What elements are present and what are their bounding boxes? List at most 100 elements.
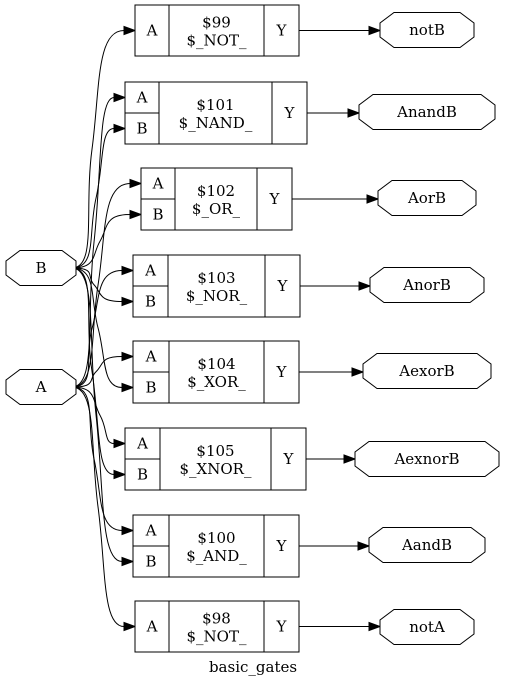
wire-a-to-103 — [71, 270, 123, 388]
cell-id: $99 — [202, 14, 231, 32]
output-port-shape — [368, 527, 486, 563]
wire-b-to-100 — [71, 267, 123, 562]
out-pin-label: Y — [276, 363, 288, 381]
cell-100: AB $100$_AND_ Y — [132, 514, 300, 578]
cell-id: $103 — [197, 269, 235, 287]
cell-105: AB $105$_XNOR_ Y — [124, 427, 307, 491]
output-notb: notB — [379, 12, 475, 48]
cell-103: AB $103$_NOR_ Y — [132, 254, 301, 318]
out-pin-label: Y — [269, 190, 281, 208]
output-port-label: AorB — [407, 189, 446, 207]
input-port-label: B — [35, 259, 46, 277]
input-port-label: A — [35, 378, 47, 396]
output-port-label: AexnorB — [393, 450, 459, 468]
pin-label: A — [152, 175, 164, 193]
wire-a-to-105 — [71, 386, 115, 444]
output-aandb: AandB — [368, 527, 486, 563]
cell-type: $_NAND_ — [179, 114, 253, 132]
arrowhead — [113, 92, 127, 103]
cell-box — [140, 167, 293, 231]
output-anorb: AnorB — [369, 267, 485, 303]
wire-a-to-101 — [71, 97, 115, 388]
diagram-title: basic_gates — [209, 658, 297, 676]
arrowhead — [358, 281, 372, 291]
cell-98: A $98$_NOT_ Y — [134, 600, 300, 653]
arrowhead — [121, 296, 135, 307]
output-anandb: AnandB — [358, 94, 496, 130]
arrowhead — [121, 265, 135, 276]
pin-label: A — [144, 262, 156, 280]
arrowhead — [357, 541, 371, 551]
pin-label: B — [145, 553, 156, 571]
pin-label: B — [152, 206, 163, 224]
arrowhead — [368, 25, 382, 36]
arrowhead — [113, 123, 127, 134]
arrowhead — [366, 194, 380, 204]
cell-type: $_NOT_ — [187, 628, 247, 646]
cell-id: $98 — [202, 610, 231, 628]
out-pin-label: Y — [276, 537, 288, 555]
arrowhead — [351, 367, 365, 377]
pin-label: B — [137, 466, 148, 484]
arrowhead — [129, 178, 143, 189]
arrowhead — [121, 382, 135, 393]
output-port-shape — [362, 353, 492, 389]
arrowhead — [121, 525, 135, 536]
wire-b-to-101 — [71, 128, 115, 269]
output-port-label: notA — [409, 618, 445, 636]
arrowhead — [123, 25, 137, 36]
pin-label: A — [145, 522, 157, 540]
pin-label: A — [136, 89, 148, 107]
output-port-shape — [379, 12, 475, 48]
output-port-label: AnandB — [396, 103, 457, 121]
output-port-label: AandB — [401, 536, 452, 554]
input-b: B — [5, 250, 77, 286]
cell-id: $102 — [197, 182, 235, 200]
wire-b-to-103 — [71, 267, 123, 302]
cell-id: $100 — [197, 529, 235, 547]
arrowhead — [121, 556, 135, 567]
cell-type: $_NOR_ — [186, 287, 248, 305]
arrowhead — [121, 351, 135, 362]
pin-label: B — [145, 379, 156, 397]
output-port-shape — [358, 94, 496, 130]
output-nota: notA — [379, 609, 475, 645]
cell-id: $105 — [196, 442, 234, 460]
wire-a-to-104 — [71, 356, 123, 388]
cell-id: $104 — [197, 355, 235, 373]
wire-b-to-99 — [71, 30, 125, 269]
output-port-shape — [369, 267, 485, 303]
out-pin-label: Y — [276, 618, 288, 636]
pin-label: A — [146, 618, 158, 636]
arrowhead — [123, 621, 137, 632]
wire-a-to-98 — [71, 386, 125, 627]
cell-102: AB $102$_OR_ Y — [140, 167, 293, 231]
pin-label: A — [136, 435, 148, 453]
wire-layer — [71, 25, 382, 632]
arrowhead — [113, 469, 127, 480]
pin-label: B — [145, 293, 156, 311]
arrowhead — [343, 454, 357, 464]
cell-id: $101 — [196, 96, 234, 114]
pin-label: A — [145, 348, 157, 366]
arrowhead — [113, 438, 127, 449]
wire-b-to-105 — [71, 267, 115, 475]
node-layer: A $99$_NOT_YAB$101$_NAND_YAB$102$_OR_YAB$… — [5, 4, 500, 653]
output-aexnorb: AexnorB — [354, 441, 500, 477]
output-port-label: notB — [409, 21, 445, 39]
cell-99: A $99$_NOT_ Y — [134, 4, 300, 57]
arrowhead — [129, 209, 143, 220]
out-pin-label: Y — [283, 450, 295, 468]
cell-104: AB $104$_XOR_ Y — [132, 340, 300, 404]
cell-type: $_XOR_ — [187, 373, 246, 391]
pin-label: A — [146, 22, 158, 40]
pin-label: B — [136, 120, 147, 138]
cell-type: $_XNOR_ — [180, 460, 252, 478]
input-port-shape — [5, 369, 77, 405]
out-pin-label: Y — [277, 277, 289, 295]
output-aorb: AorB — [377, 180, 477, 216]
output-port-shape — [377, 180, 477, 216]
output-port-shape — [354, 441, 500, 477]
